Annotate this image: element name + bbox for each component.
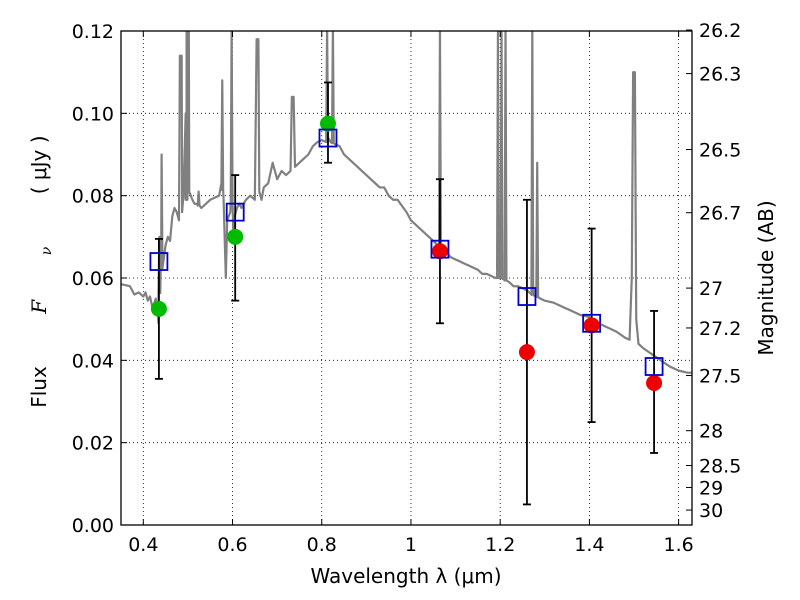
y-axis-label-prefix: Flux — [27, 366, 51, 408]
right-tick-label: 26.2 — [699, 20, 741, 42]
right-tick-label: 30 — [699, 500, 723, 522]
x-tick-label: 1 — [405, 534, 417, 556]
plot-area — [121, 31, 692, 525]
x-axis-label: Wavelength λ (μm) — [310, 564, 501, 588]
y-axis-label: Flux F ν ( μJy ) — [27, 104, 56, 453]
y-tick-label: 0.06 — [72, 268, 114, 290]
model-photometry-box — [644, 357, 664, 376]
y-tick-label: 0.10 — [72, 103, 114, 125]
svg-text:Flux F ν ( μ: Flux F ν ( μJy ) — [27, 104, 56, 453]
x-tick-label: 1.4 — [574, 534, 604, 556]
axis-ticks: 0.4 0.6 0.8 1 1.2 1.4 1.6 0.00 0.02 0.04 0.06 0.08 0… — [72, 20, 742, 556]
x-tick-label: 1.6 — [664, 534, 694, 556]
y-tick-label: 0.00 — [72, 515, 114, 537]
model-photometry-box — [318, 128, 338, 148]
photometry-point — [150, 300, 167, 317]
model-photometry-box — [430, 239, 450, 259]
model-photometry-box — [149, 252, 169, 271]
right-tick-label: 27 — [699, 278, 723, 300]
photometry-point — [227, 228, 244, 245]
photometry-markers — [150, 115, 663, 391]
photometry-point — [518, 344, 535, 361]
model-photometry-boxes — [149, 128, 664, 376]
x-tick-label: 0.8 — [307, 534, 337, 556]
y-tick-label: 0.08 — [72, 186, 114, 208]
right-tick-label: 28 — [699, 421, 723, 443]
photometry-point — [319, 115, 336, 132]
right-tick-label: 28.5 — [699, 455, 741, 477]
y-axis-label-symbol: F — [27, 299, 51, 315]
photometry-point — [646, 374, 663, 391]
model-photometry-box — [225, 202, 245, 222]
right-tick-label: 26.7 — [699, 203, 741, 225]
model-photometry-box — [582, 313, 602, 333]
model-photometry-box — [517, 287, 537, 306]
y-axis-label-subscript: ν — [39, 246, 55, 255]
y-tick-label: 0.12 — [72, 21, 114, 43]
right-axis-label: Magnitude (AB) — [754, 200, 778, 355]
y-tick-label: 0.04 — [72, 350, 114, 372]
photometry-point — [583, 317, 600, 334]
y-axis-label-unit: ( μJy ) — [27, 135, 51, 194]
y-tick-label: 0.02 — [72, 433, 114, 455]
x-tick-label: 0.4 — [128, 534, 158, 556]
right-tick-label: 26.3 — [699, 64, 741, 86]
spectrum-line — [121, 31, 692, 374]
right-tick-label: 27.2 — [699, 318, 741, 340]
right-tick-label: 29 — [699, 477, 723, 499]
right-tick-label: 27.5 — [699, 366, 741, 388]
photometry-point — [431, 243, 448, 260]
x-tick-label: 1.2 — [485, 534, 515, 556]
model-spectrum — [121, 31, 692, 374]
x-tick-label: 0.6 — [217, 534, 247, 556]
right-tick-label: 26.5 — [699, 140, 741, 162]
